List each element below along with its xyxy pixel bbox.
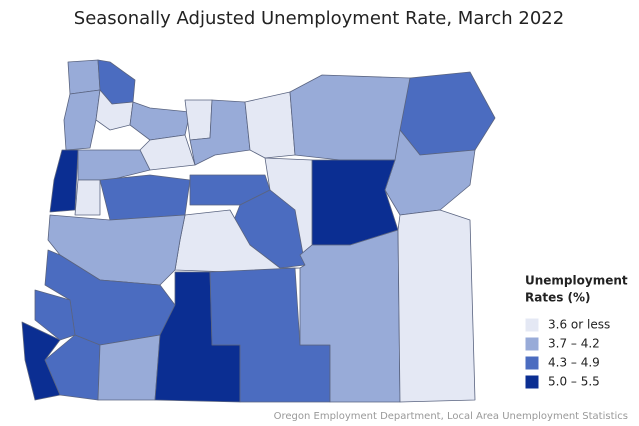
- county: [311, 159, 399, 246]
- legend-title: Rates (%): [525, 291, 591, 305]
- county: [97, 334, 161, 401]
- county: [399, 71, 496, 156]
- county: [244, 91, 296, 159]
- county-map: [21, 59, 496, 403]
- county: [67, 59, 101, 95]
- legend-swatch: [524, 317, 540, 333]
- county: [49, 149, 79, 213]
- source-note: Oregon Employment Department, Local Area…: [274, 411, 628, 422]
- county: [129, 101, 191, 141]
- legend-swatch: [524, 374, 540, 390]
- county: [397, 209, 476, 403]
- legend-label: 3.6 or less: [548, 318, 610, 332]
- county: [47, 214, 186, 286]
- county: [63, 89, 101, 151]
- legend-label: 5.0 – 5.5: [548, 375, 600, 389]
- legend-label: 4.3 – 4.9: [548, 356, 600, 370]
- county: [139, 134, 196, 171]
- title: Seasonally Adjusted Unemployment Rate, M…: [74, 8, 564, 29]
- county: [184, 99, 213, 141]
- legend-label: 3.7 – 4.2: [548, 337, 600, 351]
- county: [77, 149, 151, 181]
- county: [74, 179, 101, 216]
- county: [34, 289, 76, 341]
- legend-swatch: [524, 336, 540, 352]
- legend-swatch: [524, 355, 540, 371]
- legend: Unemployment Rates (%) 3.6 or less 3.7 – 4.…: [524, 274, 628, 390]
- county: [99, 174, 191, 221]
- legend-title: Unemployment: [525, 274, 628, 288]
- county: [289, 74, 411, 161]
